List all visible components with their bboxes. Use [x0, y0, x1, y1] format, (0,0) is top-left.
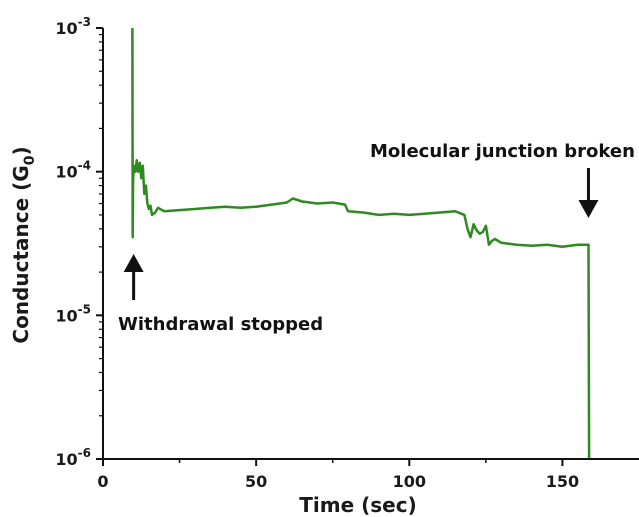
y-tick-base: 10 [55, 450, 77, 469]
x-tick-label: 150 [546, 472, 579, 491]
junction-broken-arrow-head [578, 200, 599, 218]
x-ticks: 0 50 100 150 [97, 459, 579, 491]
y-axis-label: Conductance (G0) [9, 146, 38, 343]
y-tick-label: 10-4 [55, 159, 91, 182]
y-axis-label-main: Conductance (G [9, 165, 33, 343]
annotation-junction-broken: Molecular junction broken [370, 141, 635, 162]
plot-lines [131, 27, 591, 460]
y-tick-base: 10 [55, 163, 77, 182]
conductance-trace [131, 27, 591, 460]
y-tick-label: 10-5 [55, 302, 91, 325]
y-tick-exponent: -3 [78, 15, 91, 29]
y-axis-label-close: ) [9, 146, 33, 155]
x-tick-label: 100 [393, 472, 426, 491]
y-tick-exponent: -5 [78, 302, 91, 316]
y-axis-label-subscript: 0 [22, 155, 38, 165]
annotations: Withdrawal stopped Molecular junction br… [118, 141, 635, 335]
y-tick-label: 10-6 [55, 446, 91, 469]
x-axis-label: Time (sec) [299, 493, 416, 517]
x-tick-label: 50 [245, 472, 267, 491]
y-tick-base: 10 [55, 306, 77, 325]
axes [102, 28, 639, 460]
x-tick-label: 0 [97, 472, 108, 491]
withdrawal-arrow-head [123, 254, 144, 272]
y-tick-label: 10-3 [55, 15, 91, 38]
y-tick-exponent: -4 [78, 159, 91, 173]
y-tick-base: 10 [55, 19, 77, 38]
y-ticks: 10-310-410-510-6 [55, 15, 103, 469]
y-tick-exponent: -6 [78, 446, 91, 460]
annotation-withdrawal-stopped: Withdrawal stopped [118, 314, 323, 335]
